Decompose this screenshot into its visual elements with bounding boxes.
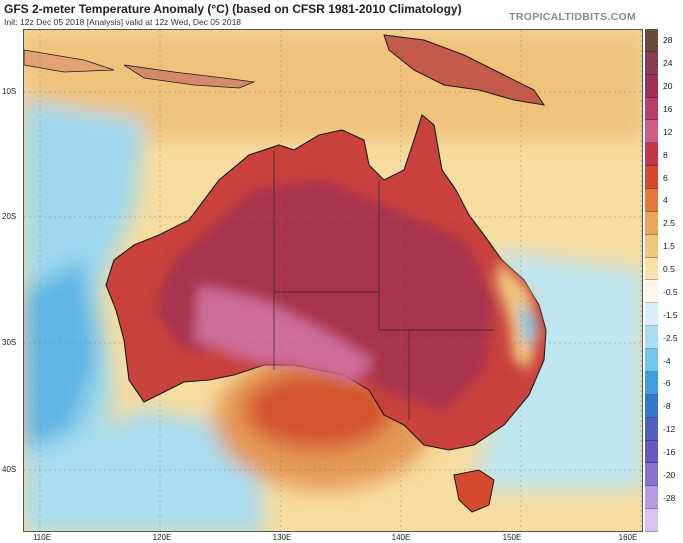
east-coast-cold: [519, 300, 536, 350]
colorbar-label: -28: [663, 492, 676, 503]
colorbar-swatch: [645, 417, 658, 441]
lon-label-120e: 120E: [152, 533, 172, 542]
colorbar-label: 6: [663, 172, 668, 183]
header: GFS 2-meter Temperature Anomaly (°C) (ba…: [4, 2, 644, 28]
colorbar-swatch: [645, 97, 658, 121]
lon-label-130e: 130E: [272, 533, 292, 542]
brand-watermark: TROPICALTIDBITS.COM: [509, 11, 636, 23]
colorbar-swatch: [645, 463, 658, 487]
colorbar-label: -16: [663, 446, 676, 457]
colorbar-label: -2.5: [663, 332, 678, 343]
colorbar-label: 12: [663, 126, 673, 137]
lat-label-30s: 30S: [2, 338, 17, 347]
colorbar-swatch: [645, 486, 658, 510]
colorbar-label: -12: [663, 424, 676, 435]
bight-hot-patch: [244, 370, 394, 450]
anomaly-map: [23, 29, 643, 532]
colorbar: 28 24 20 16 12 8 6 4 2.5 1.5 0.5 -0.5 -1.5 -2.5 -4 -6 -8…: [645, 29, 683, 532]
colorbar-swatch: [645, 509, 658, 532]
colorbar-label: -20: [663, 469, 676, 480]
graticule: [24, 30, 642, 531]
qld-border: [378, 180, 494, 331]
chart-title: GFS 2-meter Temperature Anomaly (°C) (ba…: [4, 2, 462, 16]
lat-label-20s: 20S: [2, 212, 17, 221]
colorbar-swatch: [645, 303, 658, 327]
colorbar-label: 20: [663, 81, 673, 92]
colorbar-swatch: [645, 394, 658, 418]
colorbar-swatch: [645, 280, 658, 304]
chart-subtitle: Init: 12z Dec 05 2018 [Analysis] valid a…: [4, 17, 242, 27]
lon-label-150e: 150E: [502, 533, 522, 542]
map-canvas: [24, 30, 642, 531]
west-cold-ocean: [24, 260, 99, 450]
lat-label-10s: 10S: [2, 87, 17, 96]
colorbar-swatch: [645, 51, 658, 75]
colorbar-swatch: [645, 440, 658, 464]
colorbar-label: 1.5: [663, 241, 675, 252]
colorbar-swatch: [645, 74, 658, 98]
colorbar-label: -4: [663, 355, 671, 366]
lon-label-110e: 110E: [32, 533, 52, 542]
colorbar-label: 0.5: [663, 264, 675, 275]
northern-islands: [24, 34, 546, 106]
colorbar-swatch: [645, 29, 658, 52]
interior-extreme: [194, 285, 374, 385]
colorbar-swatch: [645, 234, 658, 258]
south-cool-ocean: [24, 410, 264, 531]
colorbar-swatch: [645, 257, 658, 281]
colorbar-swatch: [645, 166, 658, 190]
colorbar-label: -6: [663, 378, 671, 389]
colorbar-swatch: [645, 349, 658, 372]
java: [24, 49, 115, 73]
timor-islands: [123, 64, 256, 89]
lat-label-40s: 40S: [2, 465, 17, 474]
colorbar-label: 2.5: [663, 218, 675, 229]
colorbar-swatch: [645, 120, 658, 144]
colorbar-swatch: [645, 326, 658, 350]
lon-label-160e: 160E: [618, 533, 638, 542]
colorbar-swatch: [645, 211, 658, 235]
colorbar-swatch: [645, 371, 658, 395]
colorbar-label: 16: [663, 104, 673, 115]
colorbar-label: -1.5: [663, 309, 678, 320]
colorbar-swatch: [645, 143, 658, 167]
lon-label-140e: 140E: [391, 533, 411, 542]
colorbar-label: 4: [663, 195, 668, 206]
colorbar-label: 28: [663, 35, 673, 46]
colorbar-label: -0.5: [663, 286, 678, 297]
new-guinea: [383, 34, 546, 106]
colorbar-swatch: [645, 189, 658, 212]
colorbar-label: 24: [663, 58, 673, 69]
state-borders: [273, 150, 494, 420]
colorbar-label: -8: [663, 401, 671, 412]
colorbar-label: 8: [663, 149, 668, 160]
